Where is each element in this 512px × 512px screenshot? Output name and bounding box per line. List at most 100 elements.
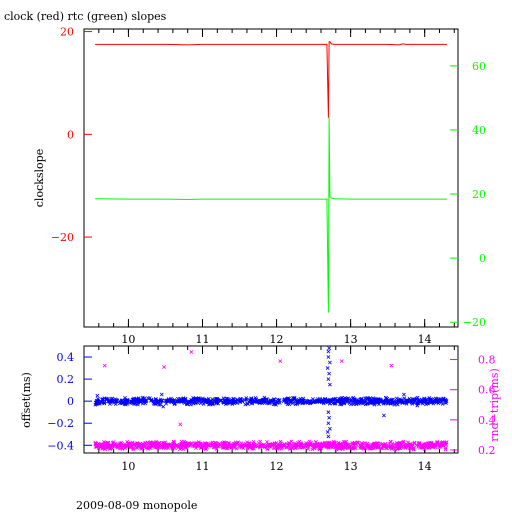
offset-point	[261, 400, 266, 405]
x-tick-label: 14	[418, 333, 432, 346]
rndtrip-point	[287, 442, 292, 447]
offset-point	[243, 398, 248, 402]
rndtrip-point	[300, 445, 305, 450]
offset-point	[371, 396, 375, 400]
offset-point	[159, 392, 164, 397]
offset-point	[156, 398, 161, 403]
rndtrip-point	[272, 446, 276, 451]
offset-point	[412, 398, 416, 402]
offset-point	[341, 401, 346, 405]
rndtrip-point	[411, 447, 416, 452]
rndtrip-point	[180, 442, 185, 447]
rndtrip-point	[432, 442, 437, 447]
offset-point	[108, 402, 112, 406]
bottom-series	[93, 346, 449, 452]
x-tick-label: 12	[270, 460, 284, 473]
rndtrip-point	[155, 444, 160, 449]
rndtrip-point	[401, 445, 406, 449]
rndtrip-point	[308, 443, 313, 447]
rndtrip-point	[435, 441, 439, 446]
offset-point	[415, 403, 420, 408]
offset-point	[209, 399, 213, 403]
rndtrip-point	[293, 442, 298, 447]
left-tick-label: −0.2	[47, 417, 74, 430]
offset-point	[264, 397, 269, 402]
offset-point	[287, 402, 292, 407]
rndtrip-point	[139, 442, 144, 447]
rndtrip-point	[351, 445, 356, 450]
rndtrip-point	[338, 443, 343, 447]
rndtrip-point	[271, 442, 276, 447]
rndtrip-point	[151, 443, 156, 448]
rndtrip-point	[411, 446, 416, 451]
top-tick-labels: 10 11 12 13 14 20 0 −20 60 40 20 0 −20	[51, 26, 486, 346]
rndtrip-point	[367, 446, 372, 451]
rndtrip-point	[346, 445, 351, 450]
rndtrip-point	[173, 446, 177, 451]
offset-point	[226, 400, 231, 405]
rndtrip-point	[311, 446, 316, 450]
offset-point	[284, 400, 289, 405]
offset-point	[372, 401, 376, 406]
rndtrip-point	[162, 445, 167, 450]
offset-point	[326, 355, 331, 359]
rndtrip-point	[183, 440, 188, 445]
rndtrip-point	[162, 365, 166, 369]
rndtrip-point	[389, 440, 393, 444]
offset-point	[338, 398, 342, 403]
offset-point	[434, 398, 438, 403]
offset-point	[347, 401, 352, 406]
x-tick-label: 11	[195, 333, 209, 346]
rndtrip-point	[179, 439, 184, 444]
rndtrip-point	[444, 440, 449, 445]
top-axis-ticks	[83, 29, 458, 327]
offset-point	[244, 396, 249, 400]
offset-point	[213, 396, 218, 401]
offset-point	[402, 392, 406, 397]
rndtrip-point	[178, 443, 183, 447]
offset-point	[243, 402, 248, 407]
offset-point	[404, 398, 409, 403]
bottom-right-axis-label: rnd−trip(ms)	[488, 368, 501, 442]
offset-point	[192, 397, 196, 402]
x-tick-label: 13	[344, 460, 358, 473]
rndtrip-point	[265, 447, 270, 451]
offset-point	[398, 399, 403, 403]
rndtrip-point	[284, 445, 289, 450]
rndtrip-point	[143, 440, 147, 445]
offset-point	[268, 399, 273, 404]
offset-point	[120, 398, 125, 403]
rndtrip-point	[276, 445, 280, 450]
bottom-axis-ticks	[83, 346, 458, 453]
rndtrip-point	[203, 441, 207, 445]
right-tick-label: 60	[472, 60, 486, 73]
offset-point	[196, 398, 201, 403]
offset-point	[377, 402, 381, 407]
rndtrip-point	[422, 445, 426, 450]
offset-point	[417, 398, 422, 402]
rndtrip-point	[243, 441, 248, 446]
rndtrip-point	[203, 447, 208, 452]
rndtrip-point	[365, 443, 370, 448]
offset-point	[208, 401, 212, 406]
rndtrip-point	[133, 441, 137, 446]
rndtrip-point	[439, 443, 444, 448]
rndtrip-point	[128, 443, 133, 448]
offset-point	[143, 401, 148, 406]
rndtrip-point	[237, 443, 242, 448]
offset-point	[125, 397, 130, 402]
offset-point	[96, 397, 100, 401]
offset-point	[326, 434, 331, 439]
rndtrip-point	[364, 443, 369, 448]
offset-point	[351, 395, 356, 400]
rndtrip-point	[274, 441, 279, 445]
offset-point	[437, 400, 442, 404]
bottom-left-axis-label: offset(ms)	[20, 372, 33, 428]
offset-point	[268, 400, 273, 405]
rndtrip-point	[410, 442, 415, 447]
offset-point	[114, 399, 119, 404]
rndtrip-point	[353, 446, 358, 450]
rndtrip-point	[318, 443, 323, 448]
left-tick-label: 20	[60, 26, 74, 39]
offset-point	[170, 398, 175, 403]
